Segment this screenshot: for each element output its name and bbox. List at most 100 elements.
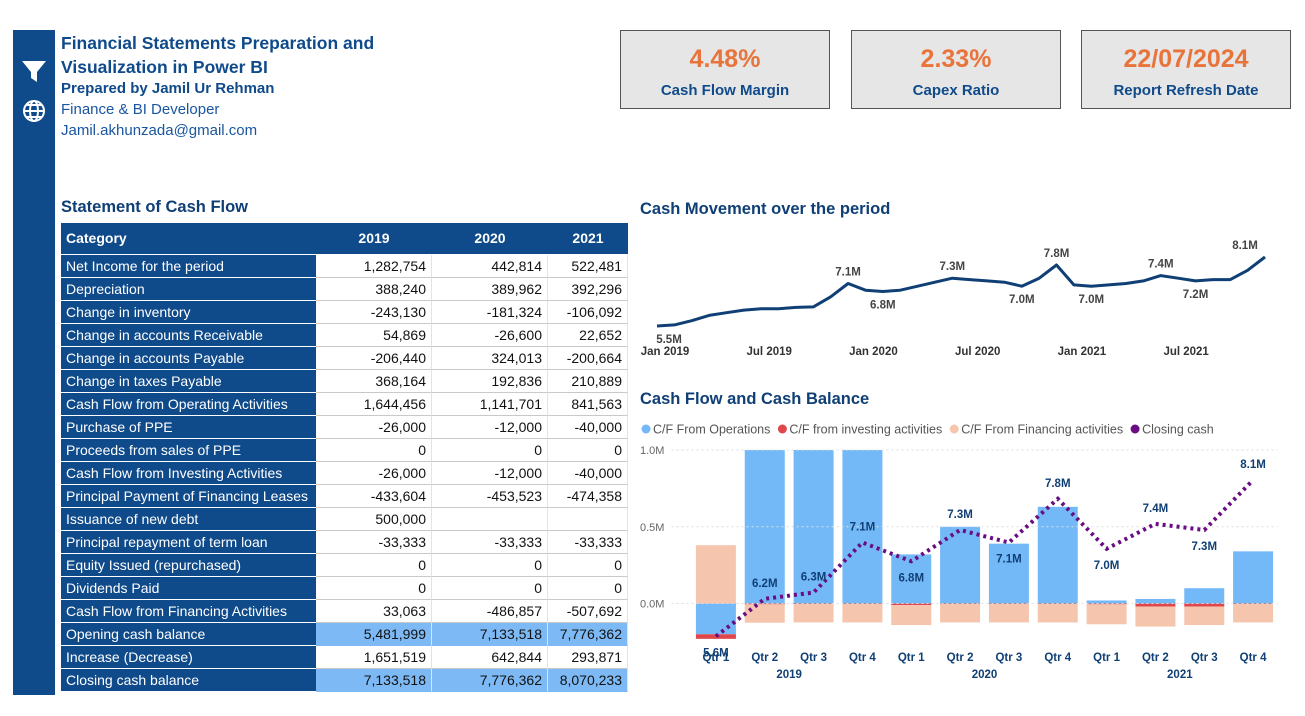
bar xyxy=(1135,598,1176,604)
table-row: Net Income for the period 1,282,754 442,81… xyxy=(61,255,628,278)
data-label: 6.8M xyxy=(870,300,896,312)
column-header: 2019 xyxy=(358,230,390,246)
row-label: Closing cash balance xyxy=(61,669,316,692)
cell: -206,440 xyxy=(316,347,432,370)
x-tick-label: Jul 2019 xyxy=(747,346,792,358)
cell: 22,652 xyxy=(548,324,628,347)
bar xyxy=(744,603,785,605)
cell: -12,000 xyxy=(432,416,548,439)
cell: 7,133,518 xyxy=(316,669,432,692)
filter-icon[interactable] xyxy=(22,61,46,82)
row-label: Increase (Decrease) xyxy=(61,646,316,669)
bar xyxy=(1037,506,1078,604)
cell: 0 xyxy=(316,577,432,600)
cell: -243,130 xyxy=(316,301,432,324)
cell: 368,164 xyxy=(316,370,432,393)
author: Prepared by Jamil Ur Rehman xyxy=(61,80,275,97)
legend-marker xyxy=(641,424,651,434)
table-row: Dividends Paid 0 0 0 xyxy=(61,577,628,600)
row-label: Purchase of PPE xyxy=(61,416,316,439)
x-tick-label: Qtr 3 xyxy=(995,652,1022,664)
table-body: Net Income for the period 1,282,754 442,81… xyxy=(61,255,628,692)
cell: 0 xyxy=(548,577,628,600)
bar xyxy=(940,604,981,623)
data-label: 7.0M xyxy=(1078,294,1104,306)
x-group-label: 2019 xyxy=(776,669,802,681)
cell: 388,240 xyxy=(316,278,432,301)
x-tick-label: Jan 2020 xyxy=(849,346,898,358)
cell: -26,600 xyxy=(432,324,548,347)
column-header: 2021 xyxy=(572,230,604,246)
cell: -486,857 xyxy=(432,600,548,623)
cell: -40,000 xyxy=(548,416,628,439)
cell: 5,481,999 xyxy=(316,623,432,646)
cell: 389,962 xyxy=(432,278,548,301)
cell xyxy=(548,508,628,531)
data-label: 7.4M xyxy=(1143,503,1169,515)
bar xyxy=(1184,603,1225,607)
sidebar xyxy=(13,30,55,695)
cell: -12,000 xyxy=(432,462,548,485)
table-row: Opening cash balance 5,481,999 7,133,518 7,… xyxy=(61,623,628,646)
cell: -33,333 xyxy=(432,531,548,554)
row-label: Net Income for the period xyxy=(61,255,316,278)
cell: 0 xyxy=(432,554,548,577)
cell: 54,869 xyxy=(316,324,432,347)
bar xyxy=(1135,606,1176,627)
cell: 0 xyxy=(548,554,628,577)
cell: -106,092 xyxy=(548,301,628,324)
data-label: 7.1M xyxy=(996,554,1022,566)
x-tick-label: Qtr 4 xyxy=(849,652,876,664)
x-tick-label: Qtr 3 xyxy=(800,652,827,664)
legend-label: C/F From Financing activities xyxy=(961,423,1123,437)
cell: 0 xyxy=(316,439,432,462)
row-label: Cash Flow from Investing Activities xyxy=(61,462,316,485)
table-row: Cash Flow from Financing Activities 33,06… xyxy=(61,600,628,623)
x-tick-label: Qtr 2 xyxy=(947,652,974,664)
bar xyxy=(1135,603,1176,607)
cell: -40,000 xyxy=(548,462,628,485)
x-tick-label: Jul 2021 xyxy=(1163,346,1209,358)
row-label: Change in taxes Payable xyxy=(61,370,316,393)
globe-icon[interactable] xyxy=(23,100,45,122)
kpi-card: 4.48% Cash Flow Margin xyxy=(620,30,830,109)
y-tick-label: 0.0M xyxy=(640,599,664,611)
kpi-label: Report Refresh Date xyxy=(1113,82,1259,99)
row-label: Depreciation xyxy=(61,278,316,301)
legend-marker xyxy=(777,424,787,434)
data-label: 7.4M xyxy=(1148,259,1174,271)
data-label: 8.1M xyxy=(1240,459,1266,471)
line xyxy=(714,478,1255,638)
cell: 192,836 xyxy=(432,370,548,393)
y-tick-label: 0.5M xyxy=(640,522,664,534)
table-row: Purchase of PPE -26,000 -12,000 -40,000 xyxy=(61,416,628,439)
data-label: 6.2M xyxy=(752,578,778,590)
cell: 642,844 xyxy=(432,646,548,669)
data-label: 7.1M xyxy=(850,522,876,534)
x-tick-label: Qtr 1 xyxy=(898,652,925,664)
cell: 1,282,754 xyxy=(316,255,432,278)
cell: 1,651,519 xyxy=(316,646,432,669)
cell: 0 xyxy=(316,554,432,577)
bar xyxy=(1233,551,1274,604)
bar xyxy=(744,604,785,623)
bar xyxy=(988,604,1029,623)
cell: -181,324 xyxy=(432,301,548,324)
data-label: 5.5M xyxy=(656,334,682,346)
row-label: Principal Payment of Financing Leases xyxy=(61,485,316,508)
cell: 392,296 xyxy=(548,278,628,301)
cash-flow-table: Category 2019 2020 2021 Net Income for the … xyxy=(61,223,628,692)
bar xyxy=(988,543,1029,604)
cell: -507,692 xyxy=(548,600,628,623)
kpi-value: 22/07/2024 xyxy=(1123,45,1249,73)
row-label: Dividends Paid xyxy=(61,577,316,600)
kpi-value: 4.48% xyxy=(689,45,761,73)
cell xyxy=(432,508,548,531)
table-row: Depreciation 388,240 389,962 392,296 xyxy=(61,278,628,301)
cell: -26,000 xyxy=(316,462,432,485)
cell: 442,814 xyxy=(432,255,548,278)
table-row: Change in accounts Payable -206,440 324,01… xyxy=(61,347,628,370)
chart-title: Cash Flow and Cash Balance xyxy=(640,390,869,408)
